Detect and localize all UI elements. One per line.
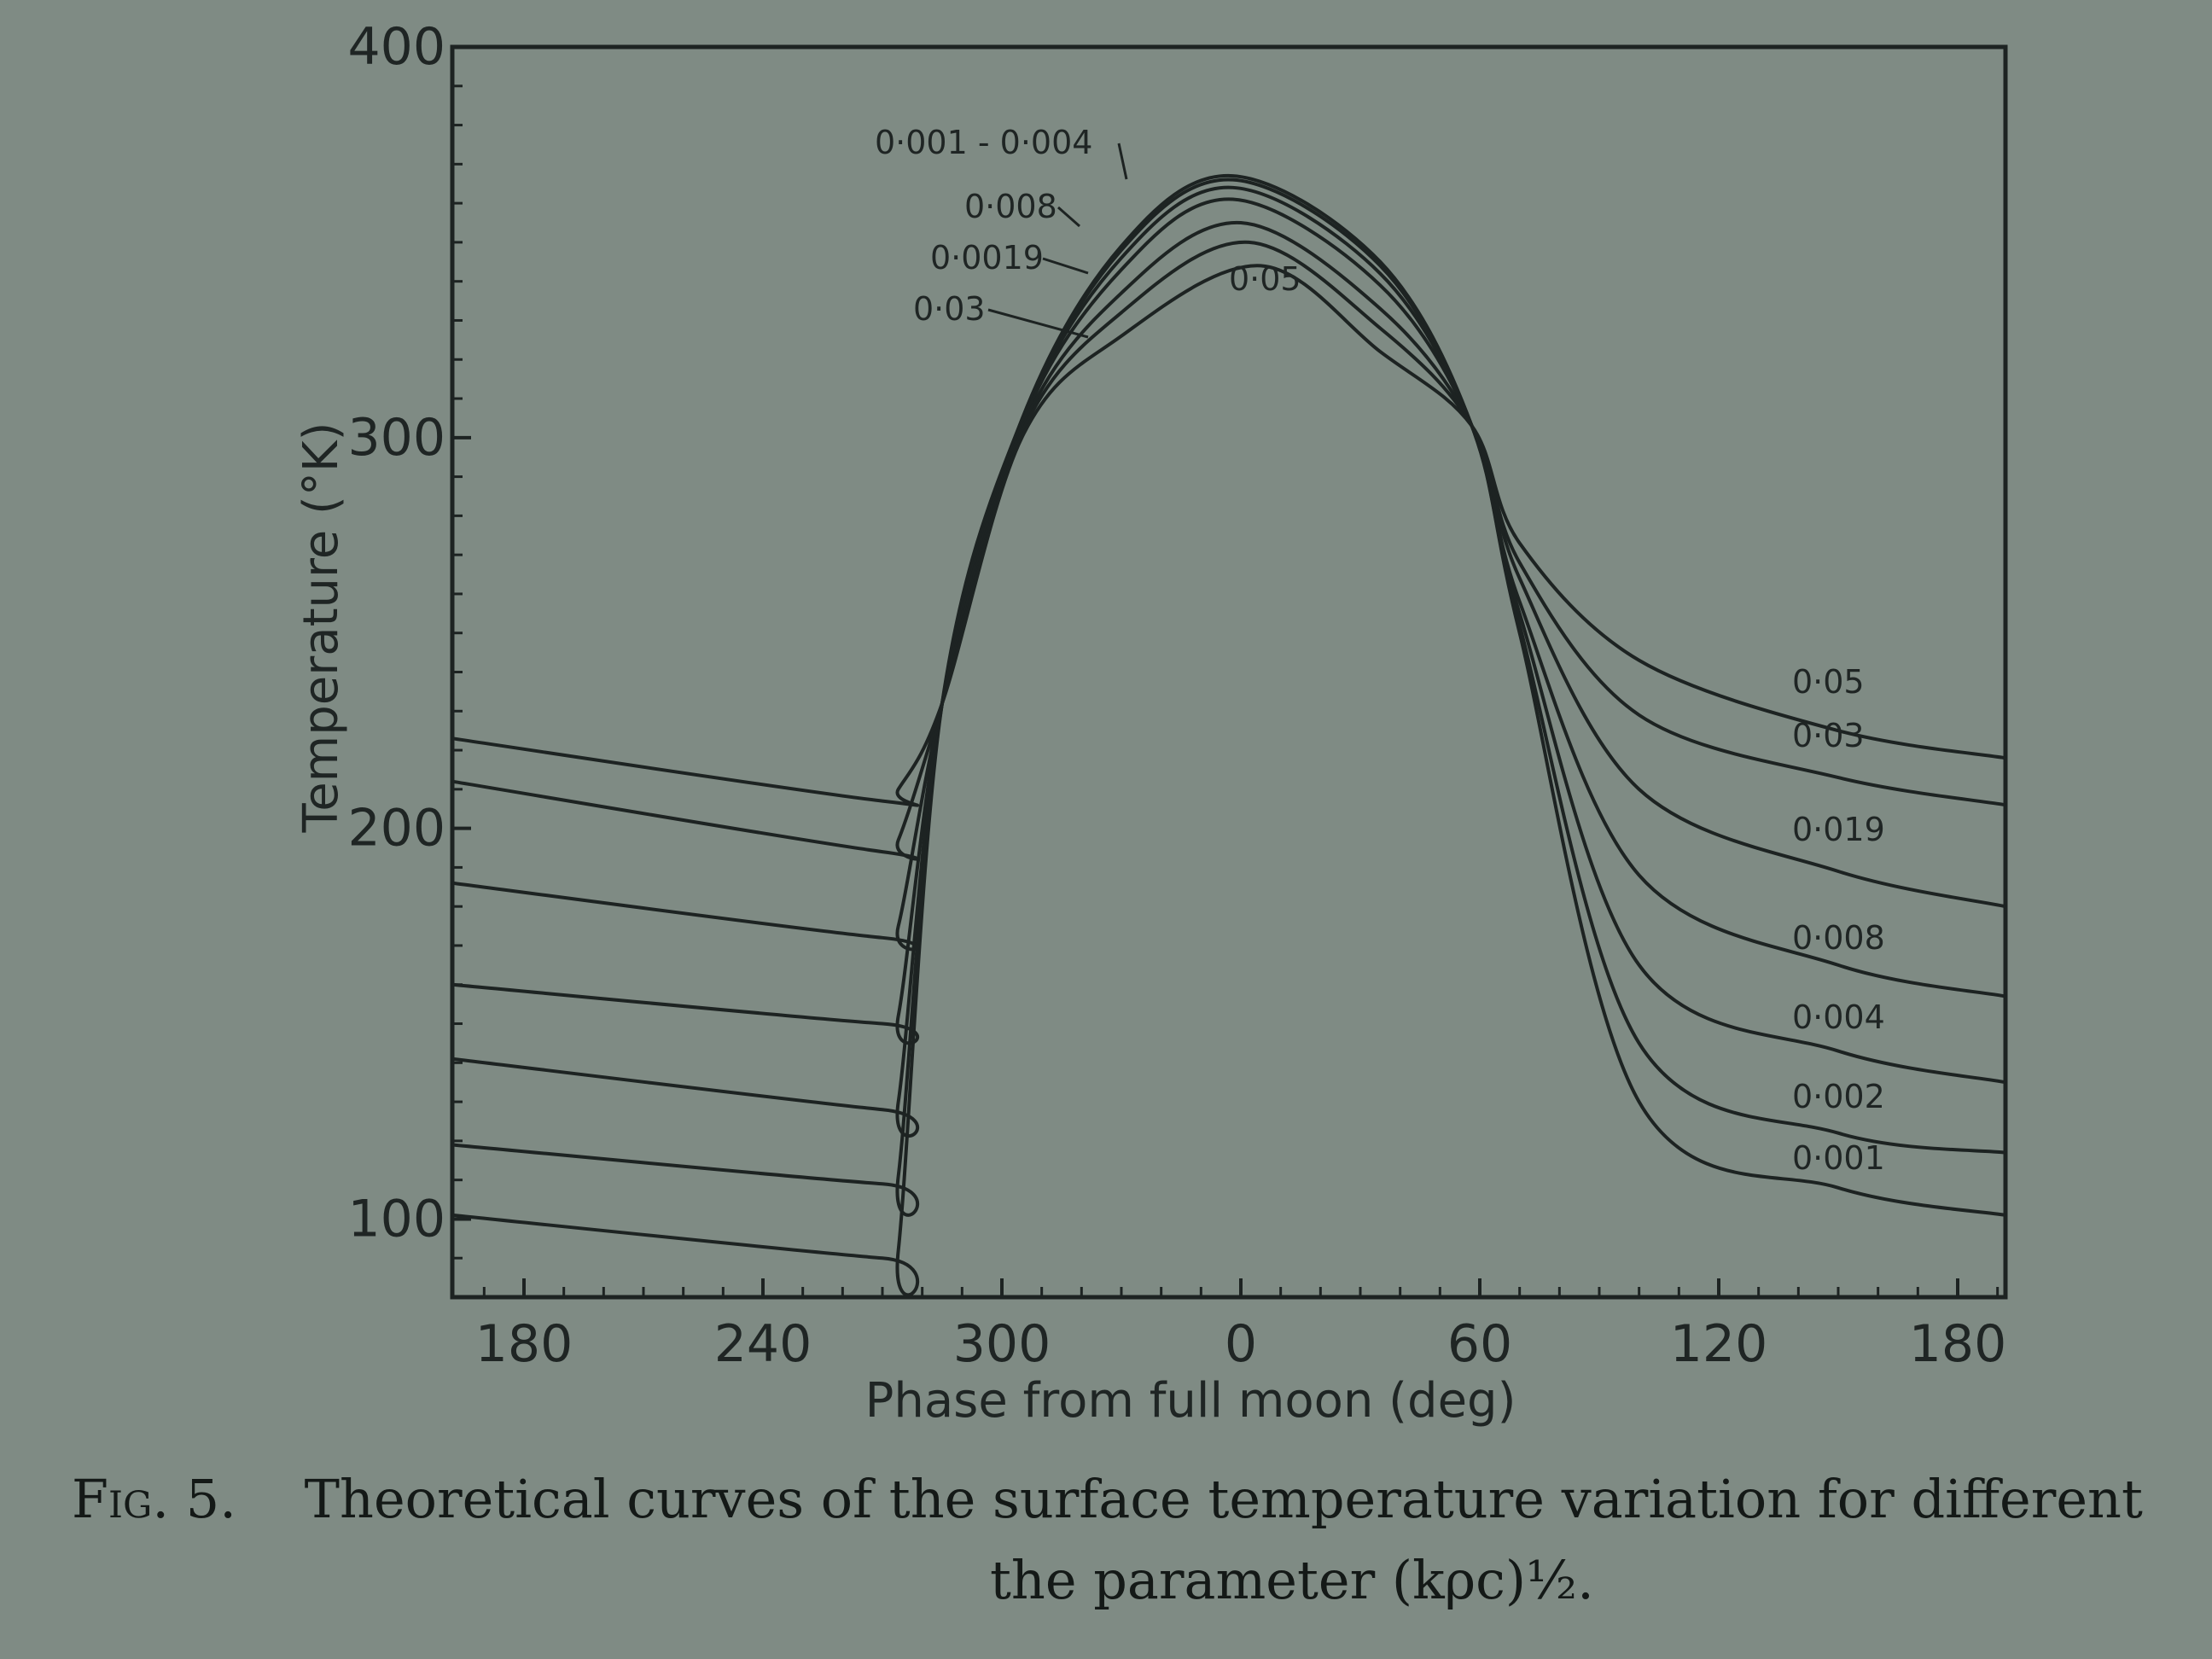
temperature-curve bbox=[451, 264, 2006, 807]
y-tick-label: 200 bbox=[347, 799, 445, 859]
curve-label-left: 0·008 bbox=[964, 188, 1057, 225]
temperature-curve bbox=[451, 185, 2006, 1138]
x-tick-label: 0 bbox=[1225, 1314, 1257, 1374]
figure-number: Fig. 5. bbox=[72, 1468, 236, 1530]
x-tick-label: 300 bbox=[953, 1314, 1051, 1374]
curve-label-right: 0·019 bbox=[1792, 811, 1885, 848]
temperature-curve bbox=[451, 197, 2006, 1045]
curve-label-right: 0·001 bbox=[1792, 1139, 1885, 1177]
curve-label-left: 0·0019 bbox=[930, 239, 1044, 276]
figure-caption-line-1: Fig. 5. Theoretical curves of the surfac… bbox=[72, 1468, 2212, 1530]
temperature-curve bbox=[451, 178, 2006, 1217]
curve-label-right: 0·008 bbox=[1792, 919, 1885, 957]
x-tick-label: 120 bbox=[1670, 1314, 1768, 1374]
y-tick-label: 300 bbox=[347, 408, 445, 468]
x-tick-label: 240 bbox=[714, 1314, 812, 1374]
y-tick-label: 400 bbox=[347, 17, 445, 77]
leader-line bbox=[1057, 206, 1080, 228]
x-tick-label: 60 bbox=[1447, 1314, 1512, 1374]
curve-label-peak: 0·05 bbox=[1229, 260, 1301, 298]
curve-labels: 0·001 - 0·004 0·008 0·0019 0·03 0·05 0·05 0·03… bbox=[875, 124, 1885, 1177]
curve-label-left: 0·001 - 0·004 bbox=[875, 124, 1092, 161]
curves bbox=[451, 174, 2006, 1297]
leader-line bbox=[987, 308, 1089, 339]
y-tick-label: 100 bbox=[347, 1189, 445, 1249]
x-tick-label: 180 bbox=[1909, 1314, 2007, 1374]
plot-frame bbox=[450, 44, 2008, 1300]
temperature-curve bbox=[451, 221, 2006, 952]
y-axis-label: Temperature (°K) bbox=[294, 422, 349, 834]
temperature-curve bbox=[451, 174, 2006, 1297]
curve-label-right: 0·004 bbox=[1792, 998, 1885, 1036]
curve-label-right: 0·002 bbox=[1792, 1078, 1885, 1115]
temperature-curve bbox=[451, 240, 2006, 861]
figure-caption-text: Theoretical curves of the surface temper… bbox=[304, 1468, 2143, 1530]
figure-caption-line-2: the parameter (kρc)½. bbox=[990, 1549, 1594, 1611]
axes: 180 240 300 0 60 120 180 100 200 300 400 bbox=[347, 17, 2008, 1374]
curve-label-right: 0·05 bbox=[1792, 663, 1865, 701]
leader-line bbox=[1042, 257, 1089, 275]
curve-label-right: 0·03 bbox=[1792, 717, 1865, 754]
x-axis-label: Phase from full moon (deg) bbox=[865, 1373, 1516, 1429]
curve-label-left: 0·03 bbox=[913, 290, 986, 328]
x-tick-label: 180 bbox=[475, 1314, 573, 1374]
leader-line bbox=[1117, 143, 1128, 180]
